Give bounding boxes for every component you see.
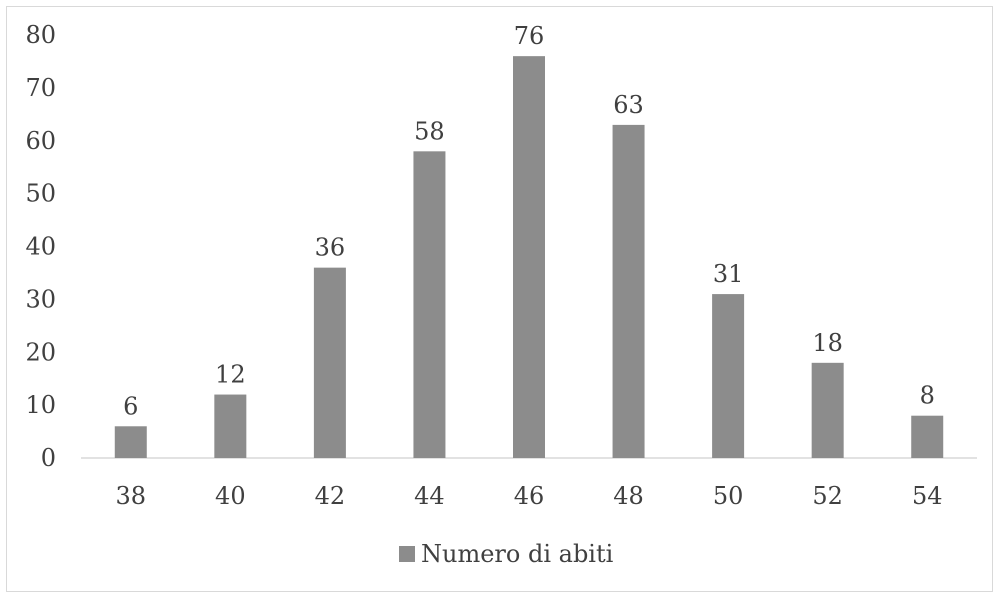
y-tick-label: 60 <box>25 127 56 155</box>
data-label-54: 8 <box>920 382 935 410</box>
x-tick-label-52: 52 <box>812 482 843 510</box>
data-label-44: 58 <box>414 117 445 145</box>
data-label-40: 12 <box>215 361 246 389</box>
x-tick-label-48: 48 <box>613 482 644 510</box>
bar-48[interactable] <box>612 124 645 458</box>
data-label-52: 18 <box>812 329 843 357</box>
bar-42[interactable] <box>313 267 346 458</box>
bar-44[interactable] <box>413 151 446 458</box>
x-tick-label-46: 46 <box>514 482 545 510</box>
chart-frame <box>6 6 993 592</box>
x-axis-ticks: 38 40 42 44 46 48 50 52 54 <box>116 482 943 510</box>
y-tick-label: 20 <box>25 338 56 366</box>
y-tick-label: 70 <box>25 74 56 102</box>
x-tick-label-50: 50 <box>713 482 744 510</box>
legend[interactable]: Numero di abiti <box>399 540 614 568</box>
bar-46[interactable] <box>513 56 545 459</box>
data-label-48: 63 <box>613 91 644 119</box>
y-axis-ticks: 0 10 20 30 40 50 60 70 80 <box>25 21 56 472</box>
bar-38[interactable] <box>114 426 147 458</box>
legend-swatch <box>399 546 415 562</box>
x-tick-label-40: 40 <box>215 482 246 510</box>
y-tick-label: 10 <box>25 391 56 419</box>
data-label-38: 6 <box>123 392 138 420</box>
data-label-50: 31 <box>713 260 744 288</box>
x-tick-label-44: 44 <box>414 482 445 510</box>
bar-52[interactable] <box>811 362 844 458</box>
x-tick-label-54: 54 <box>912 482 943 510</box>
bar-40[interactable] <box>214 394 247 458</box>
y-tick-label: 50 <box>25 180 56 208</box>
legend-label: Numero di abiti <box>421 540 614 568</box>
y-tick-label: 0 <box>41 444 56 472</box>
bar-50[interactable] <box>712 294 745 458</box>
data-label-42: 36 <box>315 234 346 262</box>
data-label-46: 76 <box>514 22 545 50</box>
data-labels-group: 6 12 36 58 76 63 31 18 8 <box>123 22 935 420</box>
bar-54[interactable] <box>911 415 944 458</box>
y-tick-label: 80 <box>25 21 56 49</box>
x-tick-label-38: 38 <box>116 482 147 510</box>
y-tick-label: 30 <box>25 285 56 313</box>
y-tick-label: 40 <box>25 233 56 261</box>
bars-group <box>114 56 944 459</box>
x-tick-label-42: 42 <box>315 482 346 510</box>
